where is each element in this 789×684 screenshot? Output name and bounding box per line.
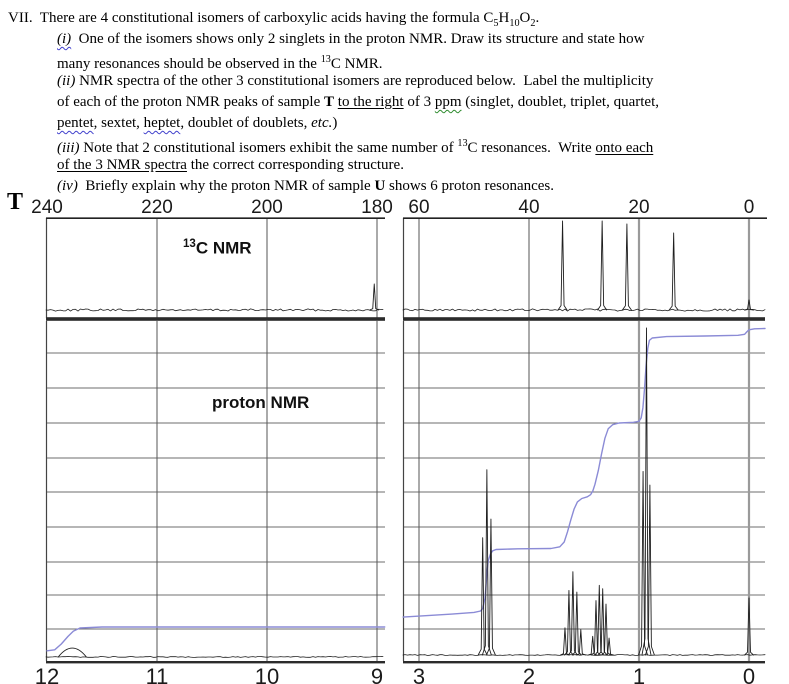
- question-line-4: (ii) NMR spectra of the other 3 constitu…: [57, 71, 653, 91]
- proton-right-peak: [560, 627, 570, 656]
- proton-left-tick-12: 12: [34, 664, 60, 684]
- c13-left-tick-240: 240: [31, 197, 63, 218]
- text-run: Note that 2 constitutional isomers exhib…: [79, 140, 458, 156]
- text-run: (singlet, doublet, triplet, quartet,: [461, 94, 659, 110]
- text-run: One of the isomers shows only 2 singlets…: [71, 31, 645, 47]
- text-run: 13: [320, 54, 331, 65]
- question-line-6: pentet, sextet, heptet, doublet of doubl…: [57, 113, 337, 133]
- question-line-9: (iv) Briefly explain why the proton NMR …: [57, 176, 554, 196]
- c13-right-peak: [557, 220, 568, 311]
- text-run: ): [332, 115, 338, 131]
- proton-right-peak: [575, 629, 586, 656]
- proton-right-integration-curve: [402, 327, 766, 618]
- proton-right-peak: [485, 518, 496, 656]
- text-run: C resonances. Write: [467, 140, 596, 156]
- text-run: C NMR.: [330, 56, 383, 72]
- c13-left-tick-180: 180: [361, 197, 393, 218]
- proton-right-peak: [587, 635, 598, 656]
- proton-right-peak: [604, 637, 615, 656]
- c13-left-panel: [45, 217, 385, 321]
- text-run: of 3: [403, 94, 435, 110]
- proton-right-tick-2: 2: [522, 664, 536, 684]
- c13-left-tick-220: 220: [141, 197, 173, 218]
- question-line-3: many resonances should be observed in th…: [57, 50, 383, 74]
- question-line-8: of the 3 NMR spectra the correct corresp…: [57, 155, 404, 175]
- proton-right-peak: [481, 469, 492, 656]
- text-run: proton NMR: [212, 393, 310, 412]
- proton-left-panel: [45, 321, 386, 664]
- proton-right-peak: [644, 484, 655, 656]
- text-run: the correct corresponding structure.: [186, 157, 404, 173]
- text-run: 2: [530, 18, 536, 29]
- text-run: Briefly explain why the proton NMR of sa…: [77, 178, 375, 194]
- proton-left-integration-curve: [46, 626, 386, 652]
- text-run: NMR spectra of the other 3 constitutiona…: [75, 73, 654, 89]
- proton-right-tick-0: 0: [742, 664, 756, 684]
- proton-left-baseline-trace: [45, 656, 384, 658]
- text-run: .: [535, 10, 540, 26]
- text-run: VII. There are 4 constitutional isomers …: [8, 10, 494, 26]
- text-run: 13: [183, 238, 196, 250]
- text-run: pentet: [57, 115, 94, 131]
- proton-left-tick-10: 10: [254, 664, 280, 684]
- text-run: , doublet of doublets,: [180, 115, 312, 131]
- text-run: 5: [493, 18, 499, 29]
- c13-right-baseline-trace: [402, 308, 766, 312]
- text-run: (iii): [57, 140, 80, 156]
- question-line-2: (i) One of the isomers shows only 2 sing…: [57, 29, 644, 49]
- text-run: etc.: [311, 115, 333, 131]
- question-line-1: VII. There are 4 constitutional isomers …: [8, 8, 539, 34]
- c13-right-tick-40: 40: [518, 197, 540, 218]
- text-run: T: [324, 94, 335, 110]
- proton-right-peak: [744, 597, 754, 656]
- c13-left-peak: [369, 283, 380, 311]
- sample-label: T: [7, 189, 24, 215]
- proton-right-peak: [567, 571, 578, 656]
- proton-right-panel: [402, 321, 766, 664]
- proton-left-tick-9: 9: [370, 664, 384, 684]
- text-run: onto each: [595, 140, 654, 156]
- c13-right-peak: [668, 232, 679, 311]
- text-run: (ii): [57, 73, 76, 89]
- proton-right-peak: [571, 591, 582, 656]
- text-run: shows 6 proton resonances.: [385, 178, 555, 194]
- text-run: many resonances should be observed in th…: [57, 56, 321, 72]
- proton-nmr-title: proton NMR: [212, 393, 309, 413]
- text-run: H: [498, 10, 510, 26]
- c13-left-baseline-trace: [45, 308, 384, 312]
- text-run: , sextet,: [93, 115, 144, 131]
- text-run: O: [519, 10, 531, 26]
- text-run: heptet: [143, 115, 181, 131]
- c13-right-peak: [621, 223, 632, 311]
- question-line-5: of each of the proton NMR peaks of sampl…: [57, 92, 659, 112]
- question-line-7: (iii) Note that 2 constitutional isomers…: [57, 134, 653, 158]
- text-run: U: [374, 178, 386, 194]
- c13-nmr-title: 13C NMR: [183, 238, 252, 259]
- proton-right-peak: [638, 470, 649, 656]
- c13-right-peak: [597, 220, 608, 311]
- text-run: C NMR: [195, 238, 252, 258]
- text-run: ppm: [434, 94, 462, 110]
- text-run: 10: [509, 18, 520, 29]
- text-run: (i): [57, 31, 72, 47]
- text-run: of each of the proton NMR peaks of sampl…: [57, 94, 325, 110]
- c13-left-tick-200: 200: [251, 197, 283, 218]
- text-run: to the right: [337, 94, 404, 110]
- c13-right-panel: [402, 217, 767, 321]
- text-run: 13: [457, 138, 468, 149]
- proton-left-broad-peak: [57, 647, 87, 658]
- proton-right-peak: [641, 327, 652, 656]
- proton-right-tick-1: 1: [632, 664, 646, 684]
- proton-left-tick-11: 11: [145, 664, 169, 684]
- c13-right-tick-0: 0: [743, 197, 755, 218]
- text-run: of the 3 NMR spectra: [57, 157, 187, 173]
- c13-right-tick-20: 20: [628, 197, 650, 218]
- c13-right-tick-60: 60: [408, 197, 430, 218]
- text-run: (iv): [57, 178, 78, 194]
- c13-right-peak: [744, 299, 754, 311]
- proton-right-tick-3: 3: [412, 664, 426, 684]
